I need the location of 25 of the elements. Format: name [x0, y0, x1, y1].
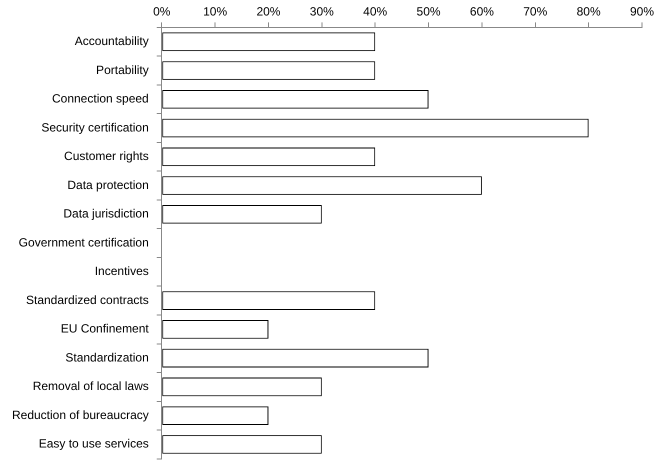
y-tick-label: Accountability: [74, 34, 149, 48]
y-tick-label: Incentives: [94, 264, 149, 278]
y-tick-label: Data protection: [67, 178, 149, 192]
y-tick-label: Customer rights: [64, 149, 149, 164]
y-tick-label: Data jurisdiction: [63, 206, 149, 221]
x-tick-label: 50%: [416, 4, 441, 19]
x-tick-label: 70%: [523, 4, 548, 19]
x-tick-label: 80%: [576, 4, 601, 19]
x-tick-label: 10%: [203, 4, 228, 19]
y-tick-label: Security certification: [41, 120, 149, 134]
x-tick-label: 0%: [153, 4, 171, 19]
x-tick-label: 60%: [470, 4, 494, 19]
x-tick-label: 20%: [256, 4, 281, 19]
y-tick-label: Reduction of bureaucracy: [12, 408, 149, 422]
y-tick-label: Standardized contracts: [26, 292, 149, 307]
y-tick-label: Portability: [96, 62, 149, 77]
y-tick-label: EU Confinement: [60, 322, 150, 336]
x-tick-label: 90%: [630, 4, 654, 19]
y-tick-label: Easy to use services: [38, 436, 149, 451]
x-tick-label: 30%: [310, 4, 334, 19]
y-tick-label: Connection speed: [52, 92, 149, 106]
y-tick-label: Standardization: [65, 350, 149, 364]
x-tick-label: 40%: [363, 4, 388, 19]
y-tick-label: Removal of local laws: [32, 379, 149, 394]
y-tick-label: Government certification: [18, 235, 149, 250]
